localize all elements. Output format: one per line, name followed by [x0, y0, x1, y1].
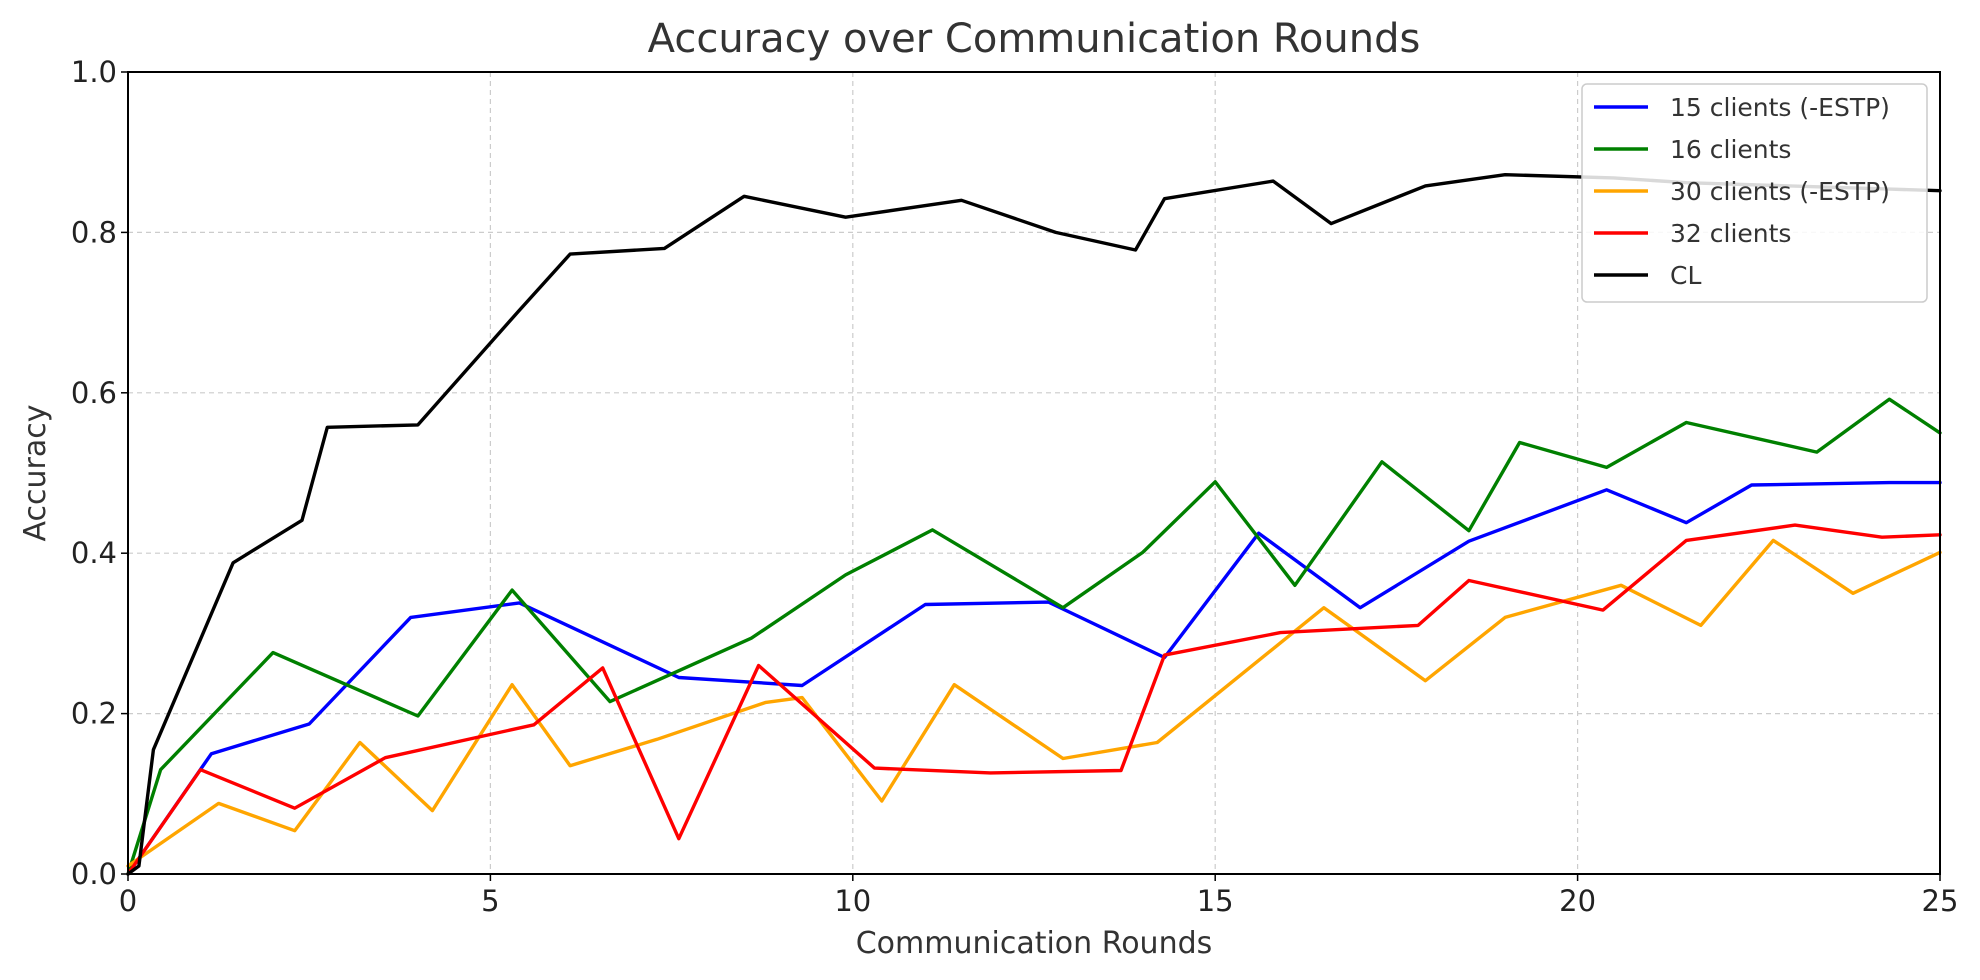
- legend-label: 32 clients: [1670, 219, 1791, 248]
- y-axis-label: Accuracy: [18, 405, 53, 542]
- legend-label: CL: [1670, 261, 1701, 290]
- y-tick-label: 1.0: [71, 55, 117, 89]
- x-tick-label: 5: [481, 884, 499, 918]
- x-tick-label: 10: [834, 884, 871, 918]
- y-tick-label: 0.0: [71, 857, 117, 891]
- series-line-3: [126, 523, 1942, 876]
- series-line-2: [126, 538, 1942, 868]
- x-tick-label: 25: [1922, 884, 1959, 918]
- legend-label: 16 clients: [1670, 135, 1791, 164]
- x-tick-label: 20: [1559, 884, 1596, 918]
- series-line-1: [126, 397, 1942, 876]
- legend-box: [1581, 83, 1928, 303]
- series-line-4: [126, 172, 1942, 876]
- x-axis-label: Communication Rounds: [856, 926, 1213, 961]
- y-tick-label: 0.8: [71, 215, 117, 249]
- x-tick-label: 15: [1197, 884, 1234, 918]
- chart-title: Accuracy over Communication Rounds: [648, 16, 1421, 62]
- x-tick-label: 0: [119, 884, 137, 918]
- series-line-0: [126, 480, 1942, 876]
- plot-frame: [127, 71, 1941, 875]
- y-tick-label: 0.4: [71, 536, 117, 570]
- legend-label: 30 clients (-ESTP): [1670, 177, 1890, 206]
- series-lines: [126, 172, 1942, 876]
- axes: [121, 71, 1941, 881]
- legend-label: 15 clients (-ESTP): [1670, 93, 1890, 122]
- y-tick-label: 0.2: [71, 697, 117, 731]
- tick-labels: 0 5 10 15 20 25 0.0 0.2 0.4 0.6 0.8 1.0: [71, 55, 1959, 918]
- y-tick-label: 0.6: [71, 376, 117, 410]
- legend: 15 clients (-ESTP) 16 clients 30 clients (…: [1581, 83, 1928, 303]
